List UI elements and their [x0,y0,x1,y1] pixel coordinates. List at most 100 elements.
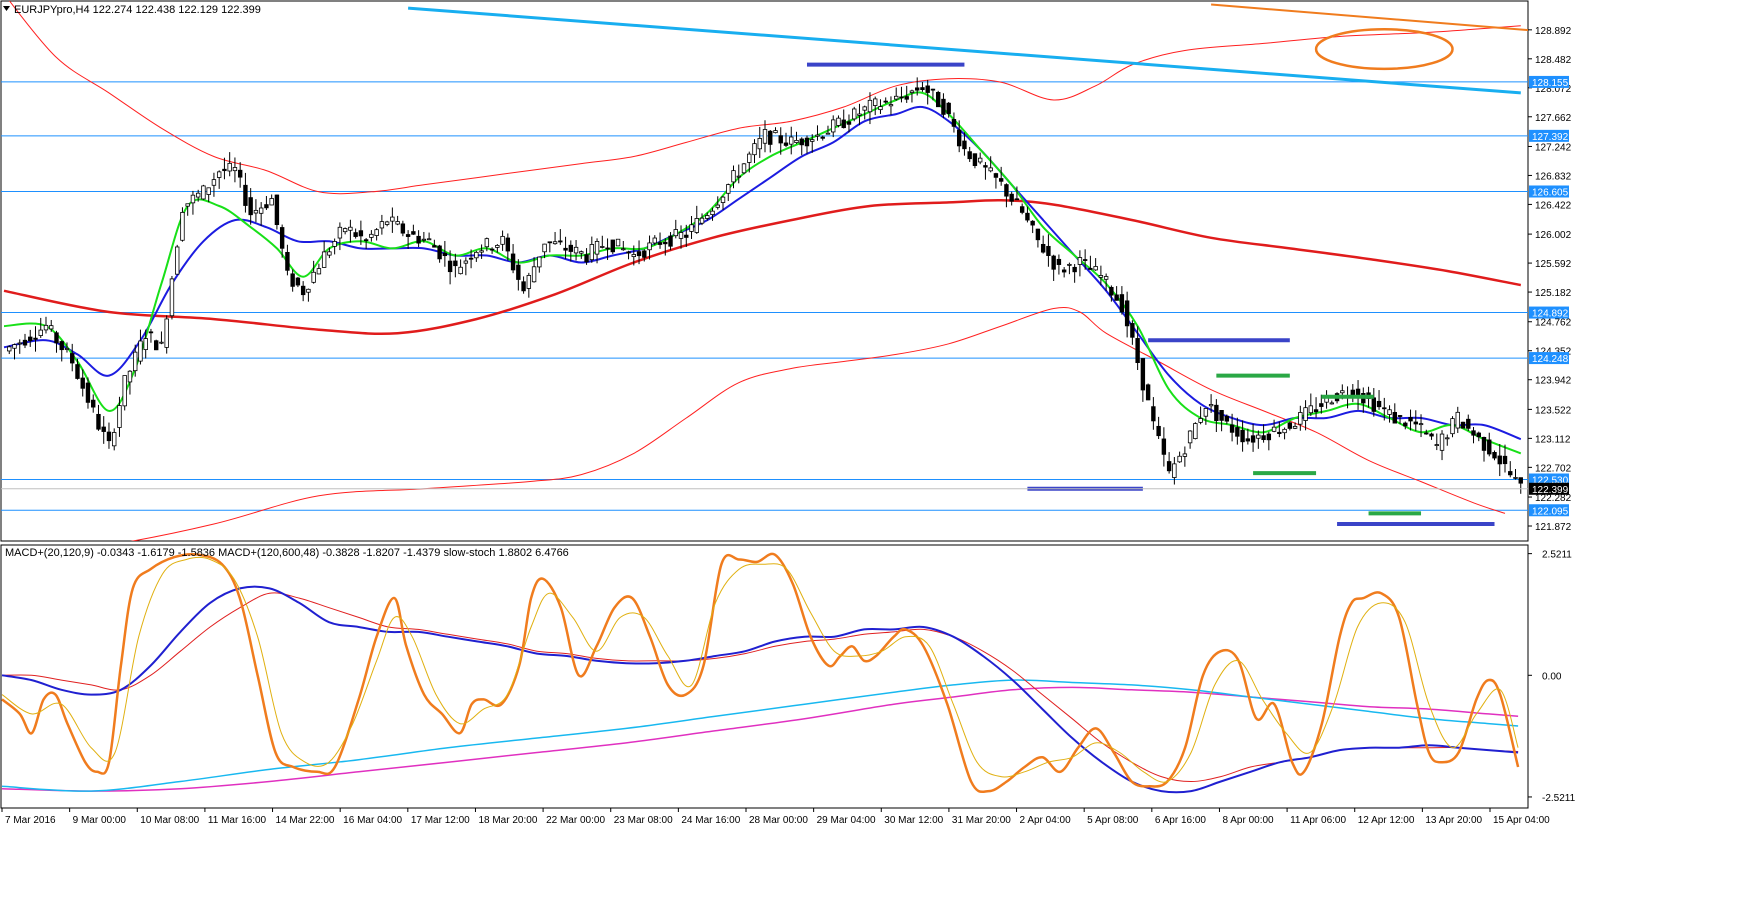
candle-body [720,196,726,203]
time-tick-label: 16 Mar 04:00 [343,815,402,826]
candle-body [390,216,395,222]
candle-body [1445,437,1450,440]
candle-body [1340,390,1345,394]
candle-body [804,137,810,147]
level-tag-label: 127.392 [1532,132,1569,143]
time-tick-label: 2 Apr 04:00 [1020,815,1072,826]
candle-body [447,260,453,273]
candle-body [705,215,710,219]
candle-body [1198,418,1203,423]
candle-body [542,243,547,253]
candle-body [1298,412,1303,425]
indicator-chart-title: MACD+(20,120,9) -0.0343 -1.6179 -1.5836 … [5,547,569,559]
indicator-axis: 2.5211 0.00 -2.5211 [1528,550,1576,804]
candle-body [101,426,106,432]
candle-body [909,90,915,93]
price-tick-label: 128.072 [1535,84,1572,95]
candle-body [400,223,406,234]
candle-body [1434,444,1439,446]
candle-body [96,413,101,430]
candle-body [1088,267,1093,270]
candle-body [174,246,180,275]
candle-body [1240,429,1245,443]
candle-body [1387,409,1392,415]
candle-body [1287,422,1293,429]
time-tick-label: 28 Mar 00:00 [749,815,808,826]
candle-body [831,119,836,133]
candle-body [1161,438,1167,455]
candle-body [1418,423,1424,426]
time-axis: 7 Mar 2016 9 Mar 00:00 10 Mar 08:00 11 Mar … [1,808,1550,826]
candle-body [358,230,364,237]
candle-body [1376,400,1382,408]
current-price-label: 122.399 [1532,485,1569,496]
candle-body [946,102,951,115]
stochastic-signal-line [1,556,1519,783]
level-tag-box [1529,352,1569,365]
price-tick-label: 123.522 [1535,405,1572,416]
candle-body [867,99,873,113]
dropdown-triangle-icon[interactable] [3,6,10,11]
candle-body [1250,435,1256,443]
time-tick-label: 17 Mar 12:00 [411,815,470,826]
price-tick-label: 127.662 [1535,113,1572,124]
candle-body [384,221,390,225]
candle-body [1256,434,1261,439]
candle-body [253,209,259,214]
candle-body [516,264,521,280]
candle-body [1040,243,1046,253]
candle-body [972,153,978,166]
indicator-chart-frame [0,544,1529,809]
candle-body [1109,286,1114,296]
candle-body [12,344,17,349]
candle-body [621,248,626,251]
candle-body [421,238,427,241]
candle-body [495,245,500,248]
candle-body [1166,461,1172,472]
candle-body [1182,453,1188,457]
candle-body [453,260,458,267]
indicator-tick-label: -2.5211 [1542,793,1576,804]
candle-body [915,87,920,91]
candle-body [626,251,631,254]
candle-body [1098,275,1104,278]
candle-body [337,226,343,239]
candle-body [1177,455,1182,463]
candle-body [1292,425,1298,429]
candle-body [694,218,699,233]
candle-body [106,431,112,442]
candle-body [815,134,820,137]
time-tick-label: 6 Apr 16:00 [1155,815,1207,826]
candle-body [715,204,720,208]
current-price-box [1529,482,1569,495]
candle-body [930,88,936,91]
candle-body [1119,294,1125,313]
candle-body [1466,418,1471,429]
candle-body [1172,463,1177,478]
candle-body [363,239,369,242]
macd-slow-signal-line [1,686,1519,792]
highlight-ellipse-shape [1314,28,1454,71]
level-tag-label: 124.892 [1532,309,1569,320]
price-tick-label: 126.832 [1535,171,1572,182]
candle-body [1403,422,1408,427]
candle-body [216,171,222,178]
candle-body [54,332,59,344]
candle-body [993,173,999,178]
indicator-lines [1,552,1520,794]
candle-body [1261,435,1266,441]
candle-body [920,87,925,91]
time-tick-label: 11 Mar 16:00 [208,815,267,826]
candle-body [1051,255,1056,270]
candle-body [1145,384,1151,401]
candle-body [825,132,831,135]
candle-body [862,106,867,111]
candle-body [437,245,442,260]
candle-body [332,241,337,247]
time-tick-label: 29 Mar 04:00 [817,815,876,826]
candle-body [967,151,972,160]
candle-body [904,96,909,100]
candle-body [668,235,673,247]
candle-body [416,235,421,244]
candle-body [290,273,295,287]
